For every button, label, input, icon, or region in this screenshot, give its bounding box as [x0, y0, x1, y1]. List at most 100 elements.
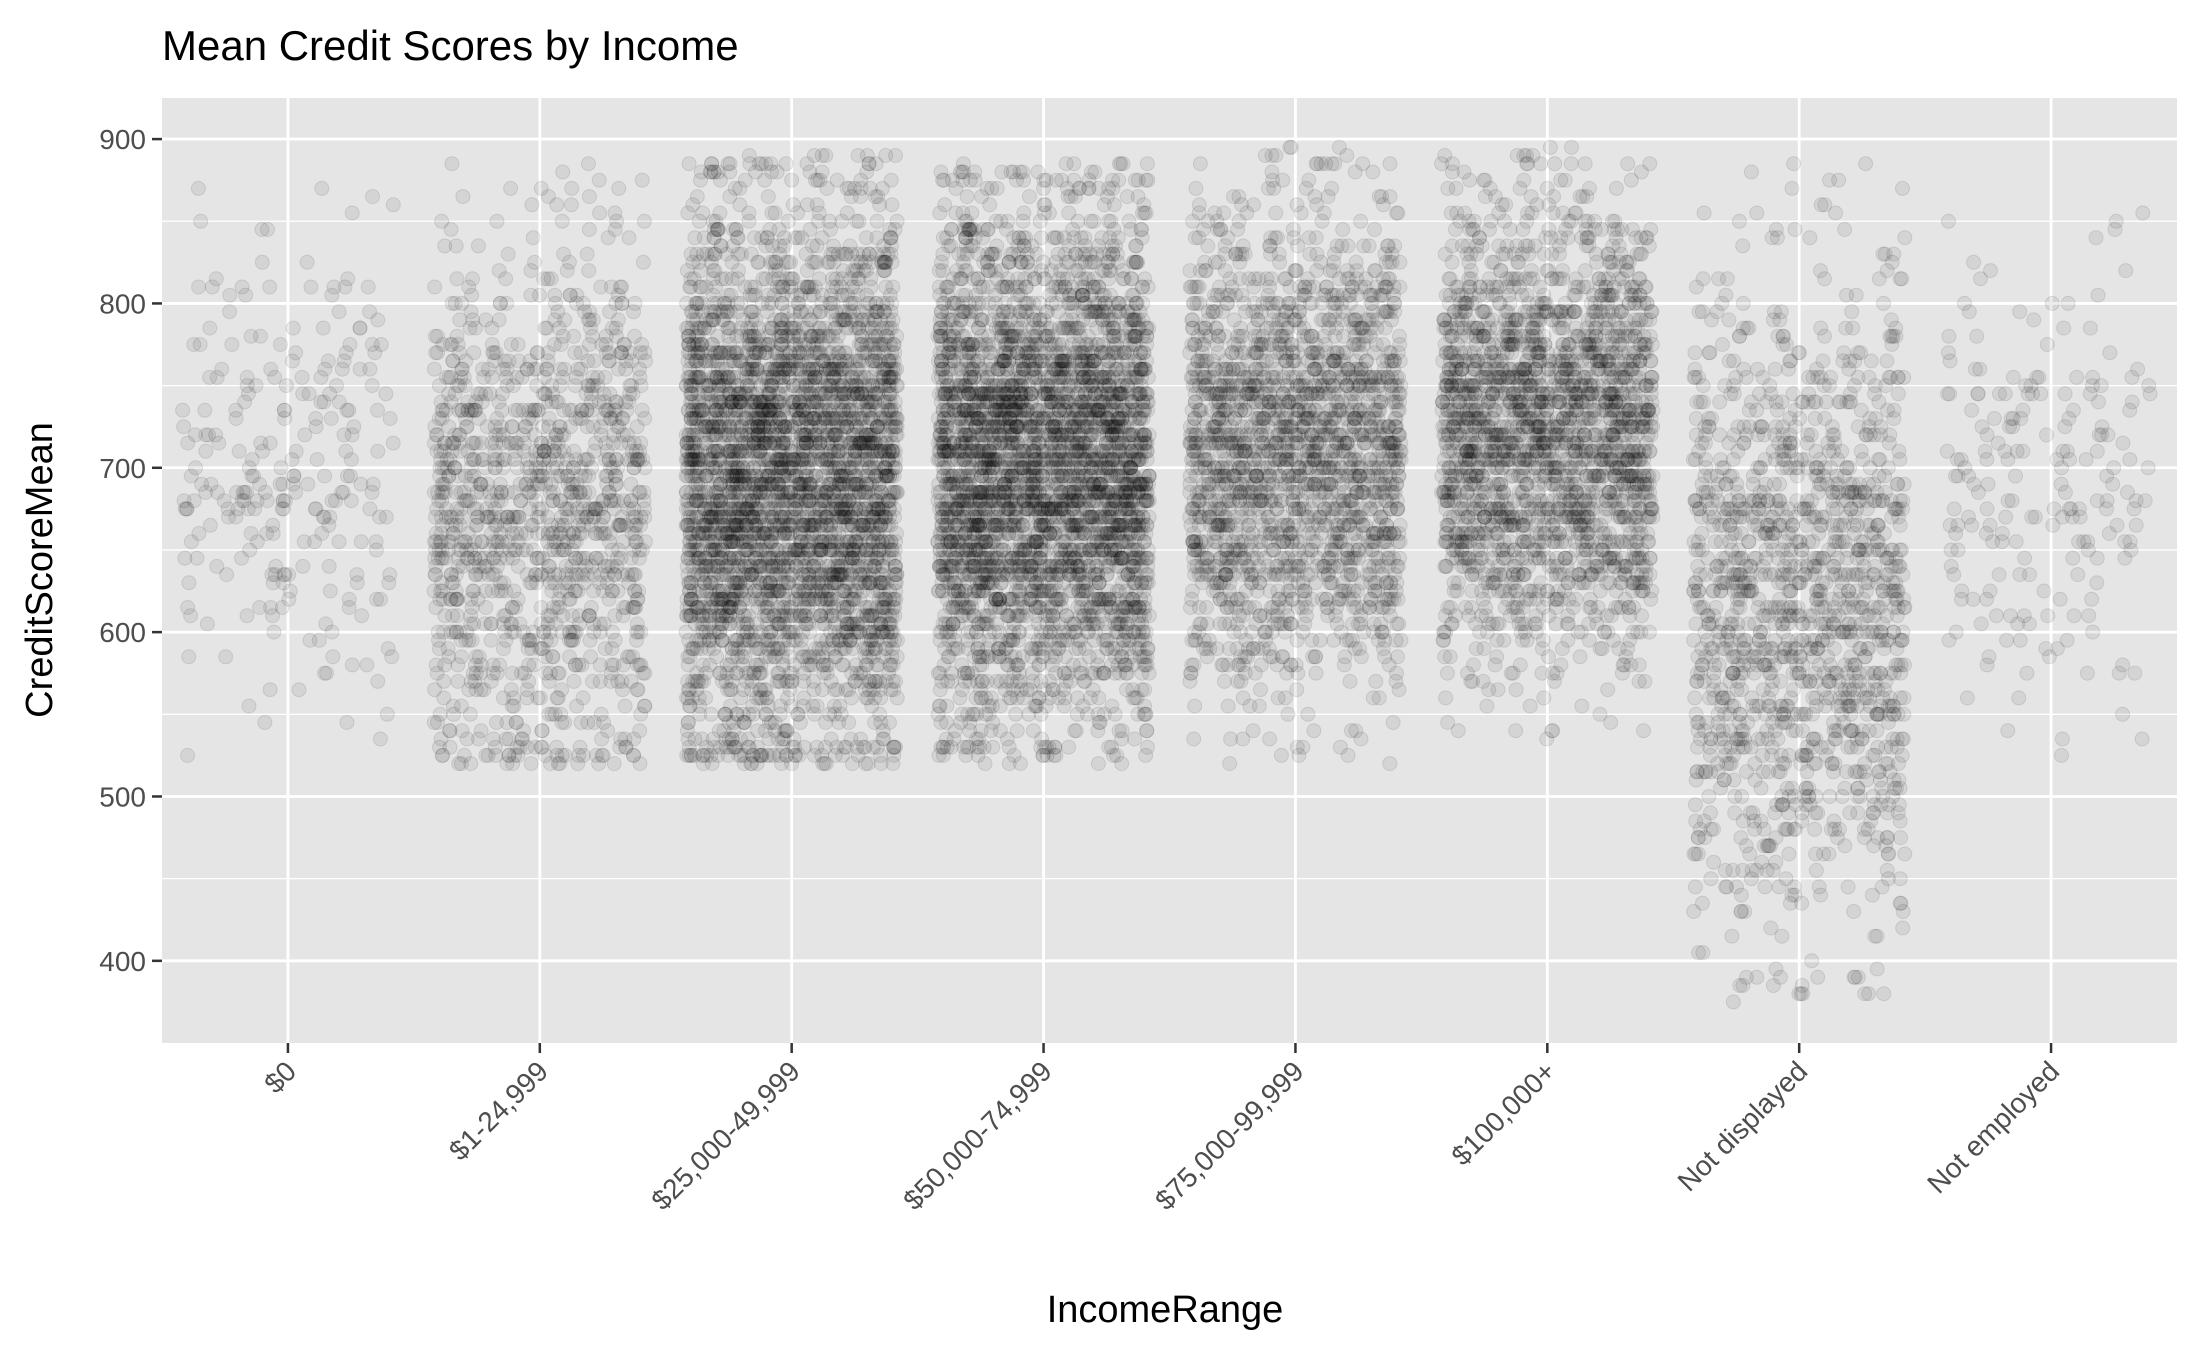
- data-point: [354, 608, 370, 624]
- data-point: [790, 706, 805, 722]
- data-point: [467, 550, 483, 566]
- data-point: [551, 591, 567, 607]
- data-point: [183, 608, 199, 624]
- data-point: [364, 378, 380, 394]
- data-point: [341, 600, 357, 615]
- data-point: [341, 402, 357, 418]
- data-point: [473, 484, 489, 500]
- data-point: [504, 665, 520, 681]
- data-point: [183, 468, 199, 484]
- data-point: [889, 427, 905, 443]
- data-point: [384, 649, 400, 665]
- data-point: [253, 435, 269, 451]
- data-point: [822, 706, 838, 722]
- data-point: [177, 550, 193, 566]
- data-point: [592, 575, 607, 591]
- data-point: [680, 320, 696, 336]
- data-point: [566, 526, 582, 541]
- data-point: [228, 411, 244, 426]
- data-point: [455, 189, 471, 205]
- data-point: [776, 361, 792, 377]
- data-point: [764, 164, 780, 180]
- data-point: [760, 189, 776, 205]
- data-point: [562, 484, 578, 500]
- data-point: [813, 517, 829, 533]
- data-point: [543, 542, 558, 558]
- data-point: [430, 715, 446, 730]
- data-point: [683, 394, 699, 410]
- data-point: [748, 484, 764, 500]
- data-point: [701, 353, 717, 369]
- data-point: [583, 394, 599, 410]
- data-point: [436, 690, 452, 706]
- data-point: [529, 476, 545, 492]
- data-point: [607, 402, 622, 418]
- data-point: [247, 501, 263, 517]
- data-point: [364, 484, 380, 500]
- data-point: [219, 567, 235, 583]
- data-point: [881, 369, 897, 385]
- data-point: [498, 608, 513, 624]
- data-point: [886, 591, 902, 607]
- data-point: [274, 600, 290, 615]
- data-point: [431, 632, 446, 648]
- data-point: [547, 287, 563, 303]
- data-point: [220, 509, 236, 525]
- data-point: [465, 312, 481, 328]
- data-point: [437, 435, 453, 451]
- data-point: [437, 238, 453, 254]
- data-point: [190, 180, 206, 196]
- data-point: [428, 526, 444, 541]
- data-point: [825, 509, 841, 525]
- data-point: [801, 567, 817, 583]
- data-point: [194, 476, 210, 492]
- data-point: [759, 468, 775, 484]
- data-point: [197, 402, 213, 418]
- data-point: [764, 238, 780, 254]
- data-point: [797, 583, 813, 599]
- data-point: [451, 402, 467, 418]
- data-point: [519, 567, 535, 583]
- data-point: [851, 271, 867, 287]
- data-point: [784, 172, 800, 188]
- data-point: [814, 682, 830, 698]
- data-point: [570, 583, 586, 599]
- data-point: [878, 148, 894, 163]
- data-point: [581, 222, 597, 237]
- data-point: [244, 452, 260, 468]
- data-point: [596, 616, 612, 632]
- data-point: [474, 394, 490, 410]
- data-point: [186, 493, 202, 509]
- data-point: [308, 411, 324, 426]
- data-point: [637, 509, 653, 525]
- data-point: [235, 484, 251, 500]
- data-point: [315, 320, 331, 336]
- data-point: [848, 320, 864, 336]
- data-point: [802, 624, 818, 640]
- data-point: [631, 361, 647, 377]
- data-point: [468, 517, 484, 533]
- data-point: [341, 591, 357, 607]
- data-point: [369, 591, 384, 607]
- data-point: [745, 698, 761, 714]
- data-point: [180, 747, 196, 763]
- data-point: [314, 526, 330, 541]
- data-point: [579, 246, 595, 262]
- data-point: [317, 361, 333, 377]
- data-point: [495, 427, 511, 443]
- data-point: [485, 345, 501, 361]
- data-point: [593, 419, 609, 435]
- data-point: [509, 509, 525, 525]
- data-point: [191, 279, 207, 295]
- data-point: [442, 591, 458, 607]
- data-point: [237, 394, 253, 410]
- data-point: [878, 279, 894, 295]
- data-point: [751, 254, 767, 270]
- data-point: [267, 369, 283, 385]
- data-point: [569, 476, 585, 492]
- data-point: [429, 443, 445, 459]
- data-point: [689, 353, 705, 369]
- data-point: [359, 657, 375, 673]
- data-point: [372, 509, 387, 525]
- data-point: [887, 558, 903, 574]
